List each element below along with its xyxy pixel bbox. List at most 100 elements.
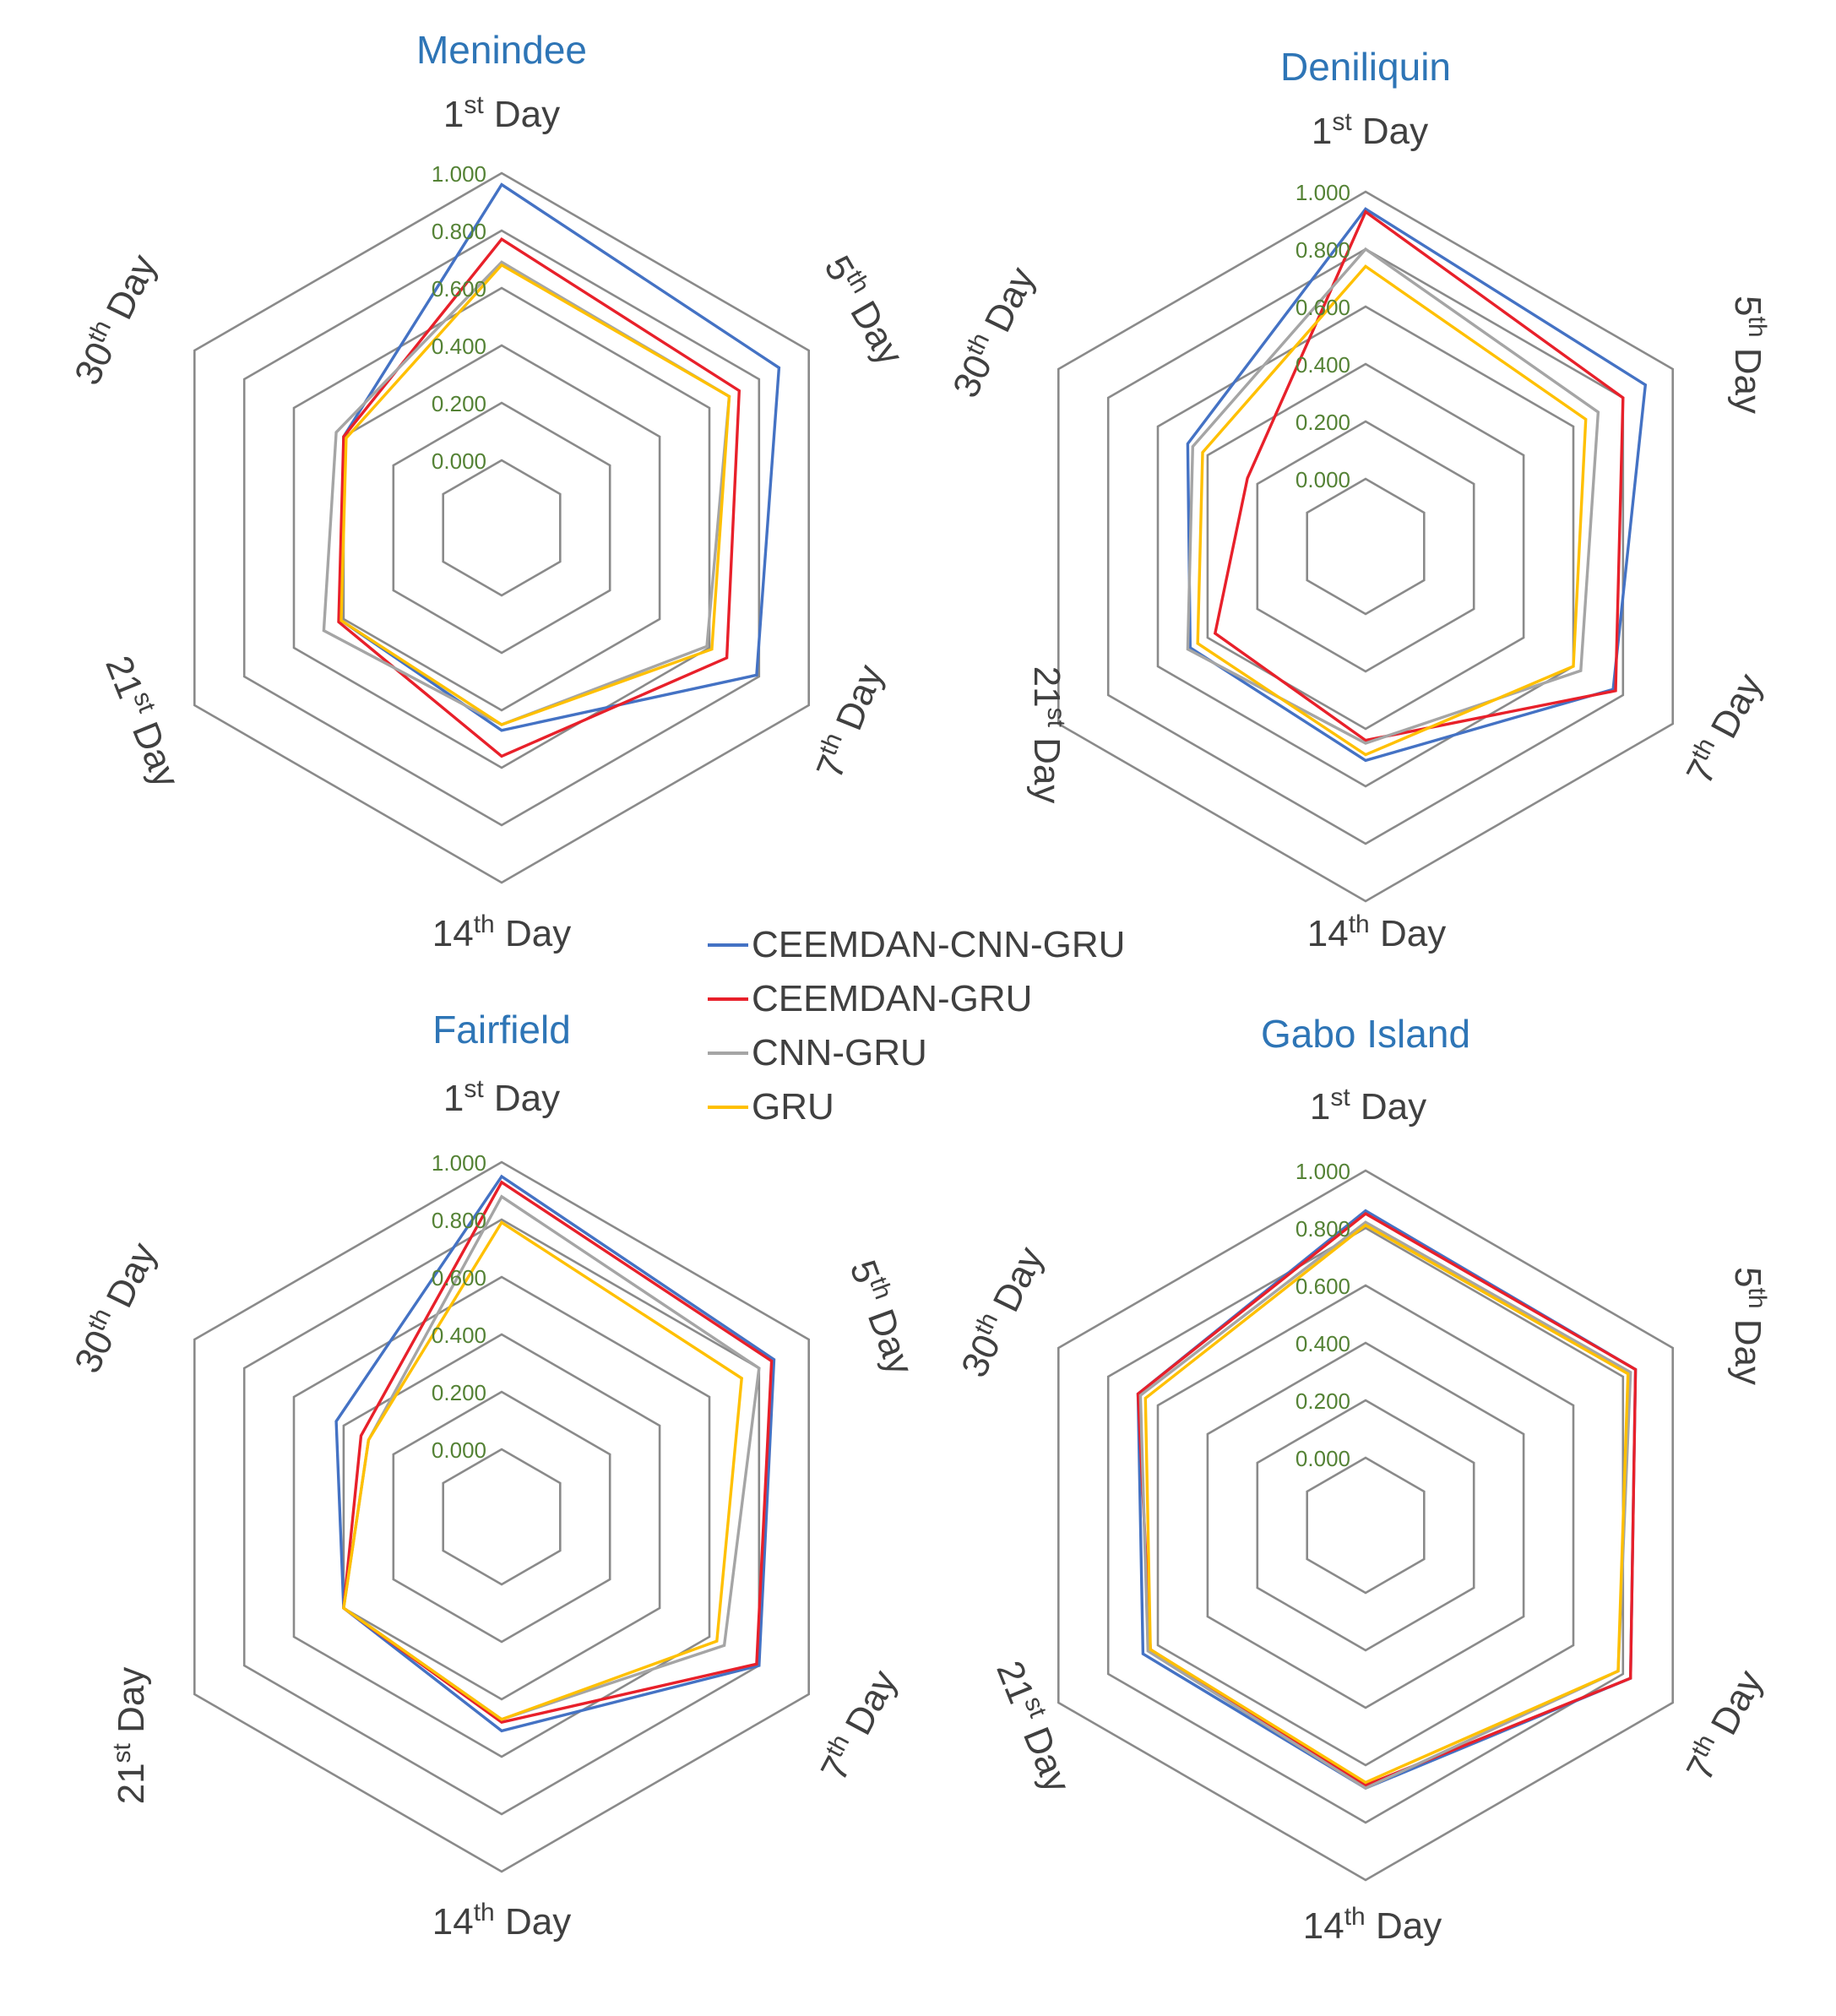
axis-label-1st-day: 1st Day: [1312, 108, 1428, 152]
tick-label: 0.400: [432, 1323, 486, 1348]
tick-label: 0.600: [1296, 295, 1350, 320]
chart-title: Menindee: [416, 28, 587, 72]
series-ceemdan-cnn-gru: [334, 1174, 776, 1733]
legend-item-ceemdan-gru: CEEMDAN-GRU: [708, 978, 1032, 1019]
series-gru: [1196, 264, 1588, 757]
gridline-0-000: [1306, 477, 1426, 616]
gridline-1-000: [193, 1160, 811, 1873]
gridline-0-400: [342, 1333, 661, 1701]
radar-chart-gabo-island: Gabo Island 0.000 0.200 0.400 0.600 0.800 1.00…: [951, 1012, 1771, 1947]
tick-label: 0.200: [432, 1380, 486, 1405]
gridline-0-600: [1156, 1284, 1575, 1767]
legend-label: GRU: [752, 1086, 834, 1128]
legend-label: CNN-GRU: [752, 1032, 927, 1073]
tick-label: 0.200: [432, 391, 486, 416]
tick-label: 0.000: [1296, 467, 1350, 492]
legend-label: CEEMDAN-GRU: [752, 978, 1032, 1019]
tick-label: 0.600: [432, 1265, 486, 1291]
axis-label-30th-day: 30th Day: [64, 1236, 165, 1380]
tick-label: 1.000: [432, 1150, 486, 1176]
legend: CEEMDAN-CNN-GRU CEEMDAN-GRU CNN-GRU GRU: [708, 924, 1125, 1128]
axis-label-14th-day: 14th Day: [432, 1899, 571, 1943]
charts-layer: Menindee 0.000 0.200 0.400 0.600 0.800 1.000 1s…: [64, 28, 1771, 1947]
axis-label-1st-day: 1st Day: [1310, 1084, 1426, 1128]
tick-label: 1.000: [1296, 1159, 1350, 1184]
series-ceemdan-gru: [1136, 1211, 1638, 1787]
axis-label-5th-day: 5th Day: [1727, 1267, 1771, 1385]
chart-title: Gabo Island: [1261, 1012, 1470, 1056]
gridline-1-000: [1057, 1169, 1674, 1882]
tick-label: 0.200: [1296, 1388, 1350, 1414]
gridline-0-000: [1306, 1456, 1426, 1595]
series-ceemdan-gru: [337, 236, 741, 758]
axis-label-7th-day: 7th Day: [1676, 1662, 1771, 1787]
gridline-0-400: [1206, 1341, 1525, 1709]
axis-label-21st-day: 21st Day: [1026, 666, 1070, 804]
tick-label: 0.400: [432, 334, 486, 359]
series-gru: [342, 1220, 743, 1721]
tick-label: 0.800: [432, 1208, 486, 1233]
axis-label-1st-day: 1st Day: [443, 91, 560, 135]
gridline-0-600: [292, 1275, 711, 1758]
axis-label-1st-day: 1st Day: [443, 1075, 560, 1119]
chart-title: Fairfield: [432, 1008, 571, 1051]
gridline-0-000: [442, 1448, 562, 1586]
gridline-0-800: [1106, 1226, 1625, 1824]
tick-label: 0.800: [432, 219, 486, 244]
series-ceemdan-gru: [342, 1180, 774, 1725]
radar-chart-menindee: Menindee 0.000 0.200 0.400 0.600 0.800 1.000 1s…: [64, 28, 913, 954]
tick-label: 1.000: [1296, 180, 1350, 205]
series-cnn-gru: [1186, 247, 1600, 745]
tick-label: 0.200: [1296, 410, 1350, 435]
axis-label-7th-day: 7th Day: [807, 658, 892, 784]
axis-label-5th-day: 5th Day: [842, 1254, 924, 1380]
gridline-0-200: [392, 1390, 611, 1644]
tick-label: 0.800: [1296, 237, 1350, 263]
axis-label-30th-day: 30th Day: [942, 260, 1043, 405]
axis-label-14th-day: 14th Day: [1303, 1903, 1442, 1947]
axis-label-21st-day: 21st Day: [108, 1667, 152, 1805]
axis-label-5th-day: 5th Day: [1727, 296, 1771, 414]
gridline-1-000: [1057, 190, 1674, 903]
axis-label-21st-day: 21st Day: [988, 1655, 1080, 1798]
tick-label: 0.600: [432, 276, 486, 302]
axis-label-14th-day: 14th Day: [1307, 910, 1446, 954]
tick-label: 1.000: [432, 161, 486, 187]
series-ceemdan-cnn-gru: [1186, 207, 1648, 763]
gridline-0-400: [1206, 362, 1525, 731]
axis-label-21st-day: 21st Day: [97, 649, 189, 793]
legend-item-ceemdan-cnn-gru: CEEMDAN-CNN-GRU: [708, 924, 1125, 965]
tick-label: 0.400: [1296, 1331, 1350, 1356]
chart-title: Deniliquin: [1280, 45, 1451, 89]
series-cnn-gru: [322, 260, 731, 726]
tick-label: 0.000: [432, 1437, 486, 1463]
tick-label: 0.000: [1296, 1446, 1350, 1471]
radar-chart-deniliquin: Deniliquin 0.000 0.200 0.400 0.600 0.800 1.000…: [942, 45, 1771, 954]
gridline-0-800: [242, 229, 761, 827]
axis-label-7th-day: 7th Day: [1676, 666, 1771, 791]
series-gru: [1143, 1223, 1630, 1785]
gridline-0-600: [1156, 305, 1575, 788]
radar-chart-fairfield: Fairfield 0.000 0.200 0.400 0.600 0.800 1.000 1…: [64, 1008, 924, 1943]
gridline-1-000: [193, 171, 811, 884]
gridline-0-000: [442, 459, 562, 597]
tick-label: 0.000: [432, 448, 486, 474]
gridline-0-200: [392, 401, 611, 655]
legend-item-gru: GRU: [708, 1086, 834, 1128]
axis-label-7th-day: 7th Day: [811, 1662, 905, 1787]
tick-label: 0.400: [1296, 352, 1350, 378]
gridline-0-800: [242, 1218, 761, 1816]
gridline-0-600: [292, 286, 711, 769]
series-ceemdan-gru: [1213, 209, 1625, 742]
series-cnn-gru: [1138, 1220, 1632, 1790]
gridline-0-200: [1256, 1399, 1475, 1652]
series-gru: [339, 263, 731, 726]
tick-label: 0.800: [1296, 1216, 1350, 1242]
tick-label: 0.600: [1296, 1274, 1350, 1299]
axis-label-30th-day: 30th Day: [951, 1240, 1051, 1384]
axis-label-30th-day: 30th Day: [64, 247, 165, 392]
legend-label: CEEMDAN-CNN-GRU: [752, 924, 1125, 965]
axis-label-5th-day: 5th Day: [816, 247, 913, 372]
axis-label-14th-day: 14th Day: [432, 910, 571, 954]
